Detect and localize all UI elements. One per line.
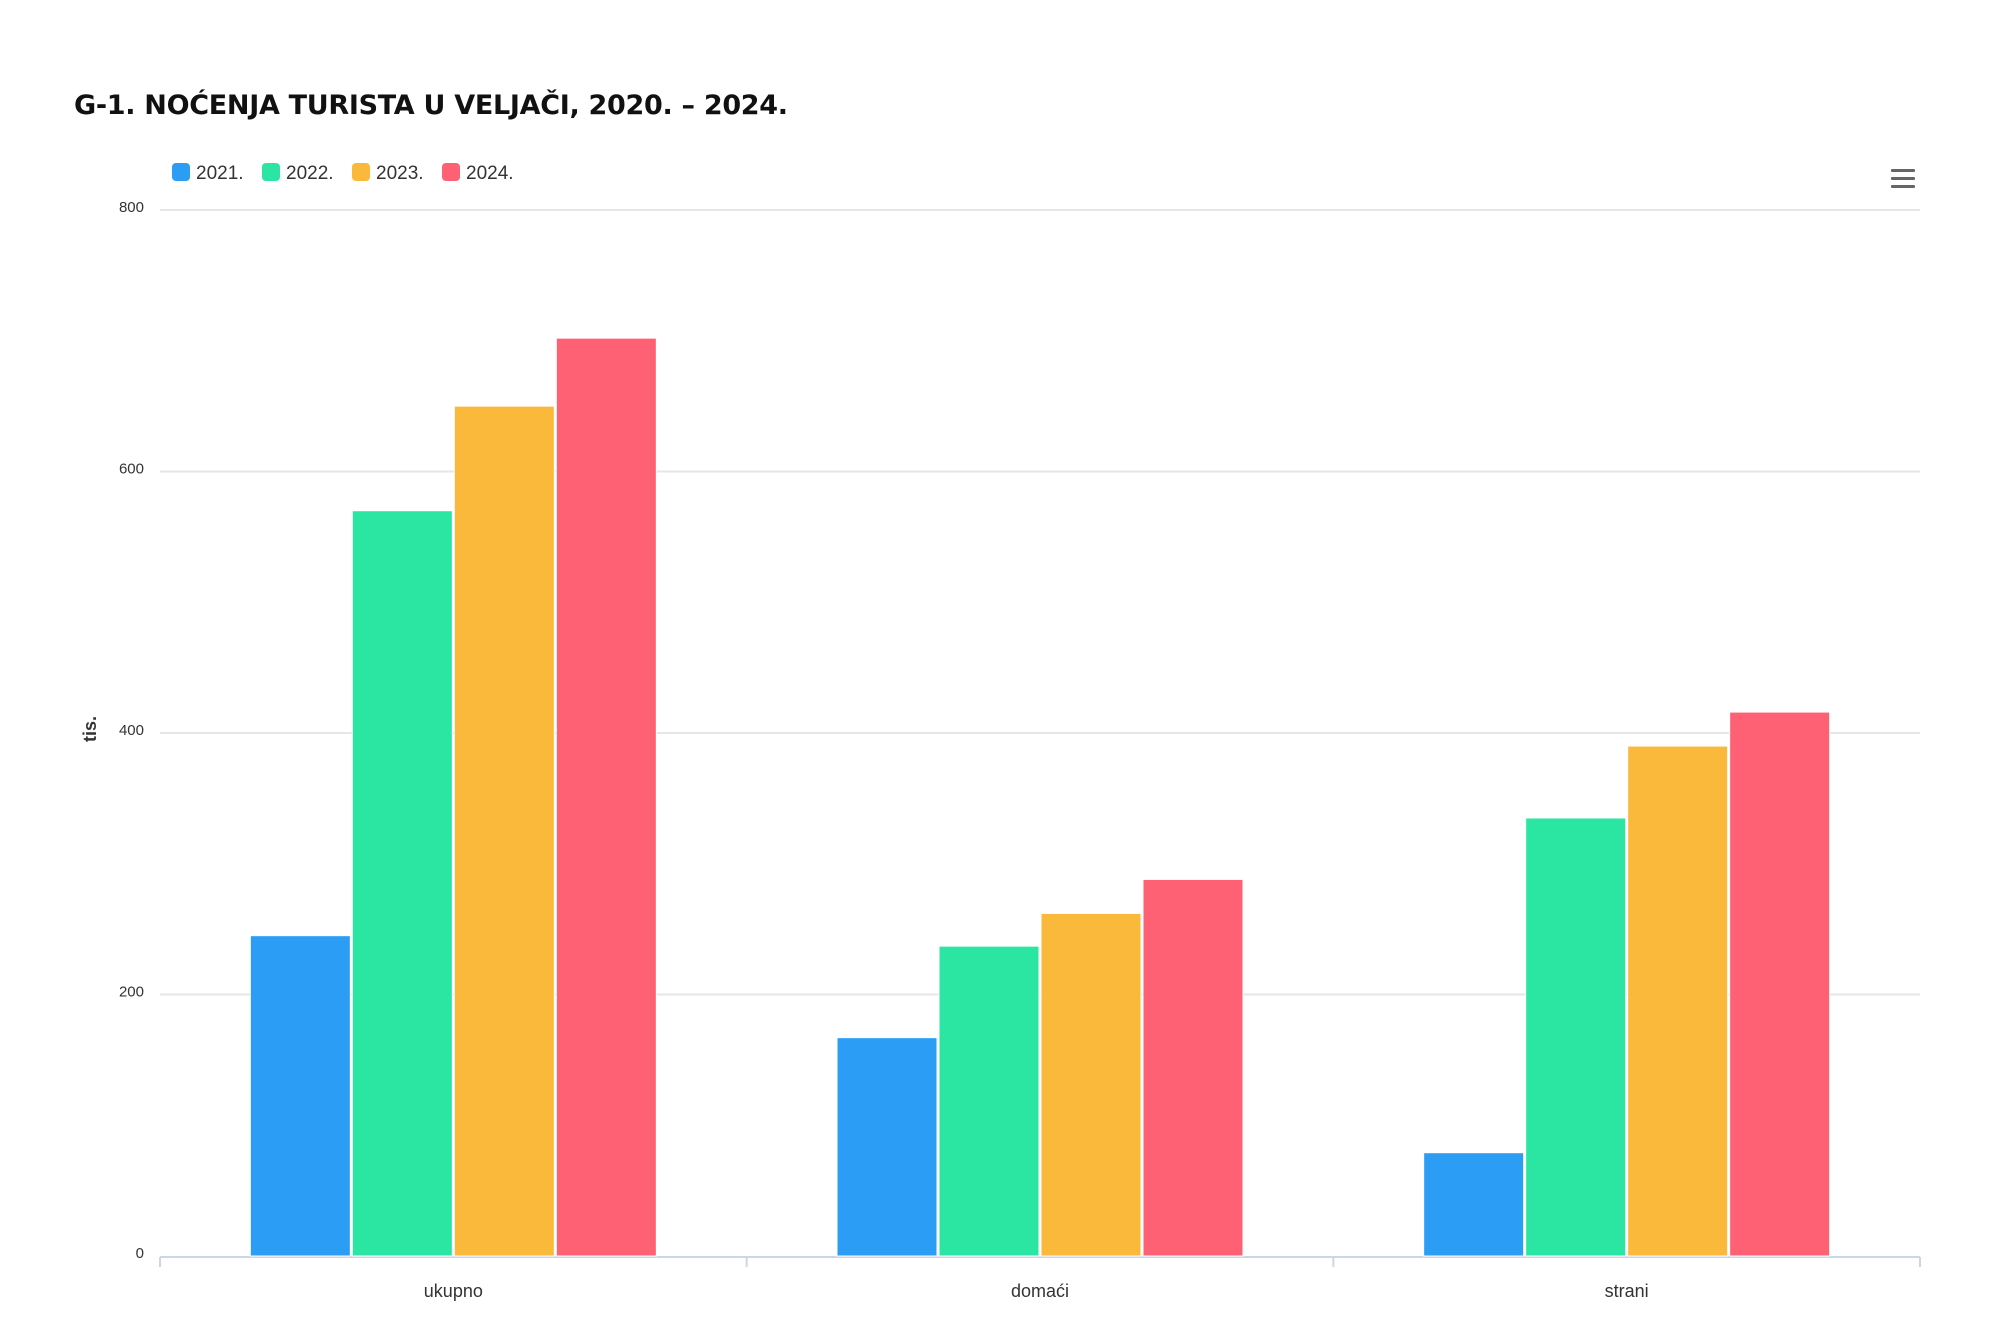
chart-menu-button[interactable] (1888, 166, 1918, 192)
legend-swatch (262, 163, 280, 181)
legend-label: 2024. (466, 163, 514, 184)
legend-swatch (172, 163, 190, 181)
legend-label: 2021. (196, 163, 244, 184)
legend-item-2021[interactable]: 2021. (172, 163, 244, 184)
y-axis-ticks: 0 200 400 600 800 (119, 199, 144, 1262)
legend: 2021. 2022. 2023. 2024. (172, 163, 514, 184)
y-tick-label: 200 (119, 984, 144, 1001)
chart-title: G-1. NOĆENJA TURISTA U VELJAČI, 2020. – … (74, 90, 788, 121)
legend-item-2024[interactable]: 2024. (442, 163, 514, 184)
legend-item-2023[interactable]: 2023. (352, 163, 424, 184)
y-tick-label: 600 (119, 461, 144, 478)
legend-item-2022[interactable]: 2022. (262, 163, 334, 184)
legend-label: 2022. (286, 163, 334, 184)
bar-2022-ukupno[interactable] (351, 510, 453, 1257)
x-category-label: strani (1605, 1281, 1649, 1301)
bar-2023-domaći[interactable] (1040, 912, 1142, 1257)
y-axis-label: tis. (80, 716, 100, 742)
y-tick-label: 0 (136, 1245, 144, 1262)
x-category-label: ukupno (424, 1281, 483, 1301)
bar-2023-strani[interactable] (1627, 745, 1729, 1257)
y-tick-label: 400 (119, 722, 144, 739)
bar-2024-strani[interactable] (1729, 711, 1831, 1257)
x-category-label: domaći (1011, 1281, 1069, 1301)
bar-2024-domaći[interactable] (1142, 878, 1244, 1257)
y-tick-label: 800 (119, 199, 144, 216)
legend-swatch (352, 163, 370, 181)
bar-2024-ukupno[interactable] (555, 337, 657, 1257)
bar-2021-strani[interactable] (1423, 1152, 1525, 1257)
bar-2023-ukupno[interactable] (453, 405, 555, 1257)
grid-lines (160, 209, 1920, 996)
bar-2021-domaći[interactable] (836, 1037, 938, 1257)
hamburger-menu-icon (1891, 169, 1915, 172)
x-axis-categories: ukupno domaći strani (424, 1281, 1649, 1301)
legend-swatch (442, 163, 460, 181)
bar-2022-domaći[interactable] (938, 945, 1040, 1257)
bar-2021-ukupno[interactable] (249, 935, 351, 1257)
bars (249, 337, 1831, 1257)
legend-label: 2023. (376, 163, 424, 184)
bar-2022-strani[interactable] (1525, 817, 1627, 1257)
x-axis (159, 1256, 1921, 1267)
